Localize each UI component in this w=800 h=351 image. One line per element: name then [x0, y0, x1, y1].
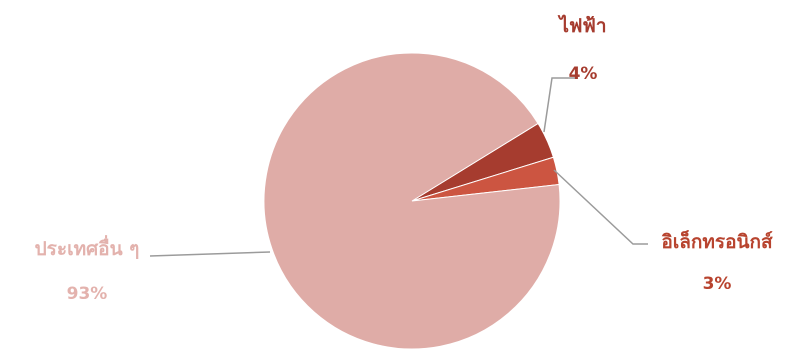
slice-label-other: ประเทศอื่น ๆ	[35, 235, 140, 260]
data-label-other: 93%	[67, 284, 108, 304]
pie-slice-other	[264, 53, 560, 349]
data-label-electronics: 3%	[703, 274, 732, 294]
leader-line-electric	[544, 78, 575, 132]
leader-line-electronics	[554, 170, 648, 244]
leader-line-other	[150, 252, 270, 256]
slice-label-electronics: อิเล็กทรอนิกส์	[661, 229, 773, 253]
data-label-electric: 4%	[569, 64, 598, 84]
pie-slices	[264, 53, 560, 349]
slice-label-electric: ไฟฟ้า	[557, 14, 606, 37]
